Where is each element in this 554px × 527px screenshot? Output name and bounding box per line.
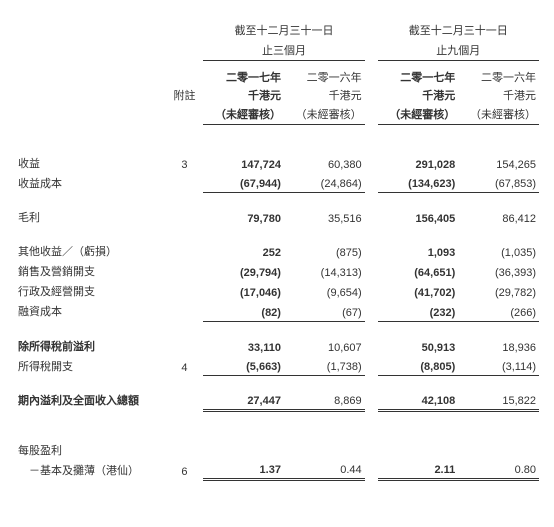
val-c: (8,805) bbox=[378, 356, 459, 376]
val-b: (67) bbox=[284, 301, 365, 321]
hdr-c-year: 二零一七年 bbox=[378, 69, 459, 87]
val-d: 86,412 bbox=[458, 207, 539, 227]
label: 除所得稅前溢利 bbox=[15, 336, 166, 356]
label: 收益 bbox=[15, 153, 166, 173]
row-finance: 融資成本 (82) (67) (232) (266) bbox=[15, 301, 539, 321]
hdr-b-year: 二零一六年 bbox=[284, 69, 365, 87]
val-a: 1.37 bbox=[203, 460, 284, 480]
label: 行政及經營開支 bbox=[15, 281, 166, 301]
label: 期內溢利及全面收入總額 bbox=[15, 390, 166, 410]
val-b: 60,380 bbox=[284, 153, 365, 173]
val-d: 0.80 bbox=[458, 460, 539, 480]
val-b: (9,654) bbox=[284, 281, 365, 301]
hdr-d-year: 二零一六年 bbox=[458, 69, 539, 87]
note: 6 bbox=[166, 460, 204, 480]
label: －基本及攤薄（港仙） bbox=[15, 460, 166, 480]
val-c: 1,093 bbox=[378, 241, 459, 261]
hdr-note: 附註 bbox=[166, 87, 204, 105]
val-c: 42,108 bbox=[378, 390, 459, 410]
val-b: 10,607 bbox=[284, 336, 365, 356]
period-3m-line1: 截至十二月三十一日 bbox=[203, 20, 364, 40]
hdr-a-year: 二零一七年 bbox=[203, 69, 284, 87]
val-b: 8,869 bbox=[284, 390, 365, 410]
val-d: 15,822 bbox=[458, 390, 539, 410]
hdr-d-audit: （未經審核） bbox=[458, 106, 539, 125]
val-c: (134,623) bbox=[378, 173, 459, 193]
val-d: (29,782) bbox=[458, 281, 539, 301]
val-c: 156,405 bbox=[378, 207, 459, 227]
val-a: (5,663) bbox=[203, 356, 284, 376]
label: 其他收益／（虧損） bbox=[15, 241, 166, 261]
val-c: (41,702) bbox=[378, 281, 459, 301]
hdr-b-unit: 千港元 bbox=[284, 87, 365, 105]
val-c: (232) bbox=[378, 301, 459, 321]
period-9m-line2: 止九個月 bbox=[378, 40, 539, 61]
val-a: 79,780 bbox=[203, 207, 284, 227]
note: 4 bbox=[166, 356, 204, 376]
row-other: 其他收益／（虧損） 252 (875) 1,093 (1,035) bbox=[15, 241, 539, 261]
val-c: 2.11 bbox=[378, 460, 459, 480]
val-a: (29,794) bbox=[203, 261, 284, 281]
val-c: 291,028 bbox=[378, 153, 459, 173]
val-b: (1,738) bbox=[284, 356, 365, 376]
val-a: (67,944) bbox=[203, 173, 284, 193]
val-c: 50,913 bbox=[378, 336, 459, 356]
val-d: (36,393) bbox=[458, 261, 539, 281]
label: 融資成本 bbox=[15, 301, 166, 321]
label: 毛利 bbox=[15, 207, 166, 227]
row-eps-header: 每股盈利 bbox=[15, 440, 539, 460]
row-profit: 期內溢利及全面收入總額 27,447 8,869 42,108 15,822 bbox=[15, 390, 539, 410]
val-a: (17,046) bbox=[203, 281, 284, 301]
row-eps: －基本及攤薄（港仙） 6 1.37 0.44 2.11 0.80 bbox=[15, 460, 539, 480]
period-9m-line1: 截至十二月三十一日 bbox=[378, 20, 539, 40]
row-gross: 毛利 79,780 35,516 156,405 86,412 bbox=[15, 207, 539, 227]
val-d: (1,035) bbox=[458, 241, 539, 261]
val-a: 147,724 bbox=[203, 153, 284, 173]
val-d: (266) bbox=[458, 301, 539, 321]
val-a: 33,110 bbox=[203, 336, 284, 356]
label: 收益成本 bbox=[15, 173, 166, 193]
row-pbt: 除所得稅前溢利 33,110 10,607 50,913 18,936 bbox=[15, 336, 539, 356]
val-a: 252 bbox=[203, 241, 284, 261]
val-d: 18,936 bbox=[458, 336, 539, 356]
financial-statement-table: 截至十二月三十一日 截至十二月三十一日 止三個月 止九個月 二零一七年 二零一六… bbox=[15, 20, 539, 481]
hdr-c-unit: 千港元 bbox=[378, 87, 459, 105]
row-tax: 所得稅開支 4 (5,663) (1,738) (8,805) (3,114) bbox=[15, 356, 539, 376]
val-d: (67,853) bbox=[458, 173, 539, 193]
val-c: (64,651) bbox=[378, 261, 459, 281]
hdr-a-audit: （未經審核） bbox=[203, 106, 284, 125]
period-3m-line2: 止三個月 bbox=[203, 40, 364, 61]
row-revenue: 收益 3 147,724 60,380 291,028 154,265 bbox=[15, 153, 539, 173]
note: 3 bbox=[166, 153, 204, 173]
row-admin: 行政及經營開支 (17,046) (9,654) (41,702) (29,78… bbox=[15, 281, 539, 301]
val-b: 35,516 bbox=[284, 207, 365, 227]
val-a: (82) bbox=[203, 301, 284, 321]
hdr-d-unit: 千港元 bbox=[458, 87, 539, 105]
hdr-c-audit: （未經審核） bbox=[378, 106, 459, 125]
hdr-b-audit: （未經審核） bbox=[284, 106, 365, 125]
row-selling: 銷售及營銷開支 (29,794) (14,313) (64,651) (36,3… bbox=[15, 261, 539, 281]
val-b: (875) bbox=[284, 241, 365, 261]
val-b: (14,313) bbox=[284, 261, 365, 281]
hdr-a-unit: 千港元 bbox=[203, 87, 284, 105]
val-d: (3,114) bbox=[458, 356, 539, 376]
row-cost: 收益成本 (67,944) (24,864) (134,623) (67,853… bbox=[15, 173, 539, 193]
val-b: 0.44 bbox=[284, 460, 365, 480]
val-b: (24,864) bbox=[284, 173, 365, 193]
label: 所得稅開支 bbox=[15, 356, 166, 376]
val-d: 154,265 bbox=[458, 153, 539, 173]
label: 每股盈利 bbox=[15, 440, 166, 460]
val-a: 27,447 bbox=[203, 390, 284, 410]
label: 銷售及營銷開支 bbox=[15, 261, 166, 281]
